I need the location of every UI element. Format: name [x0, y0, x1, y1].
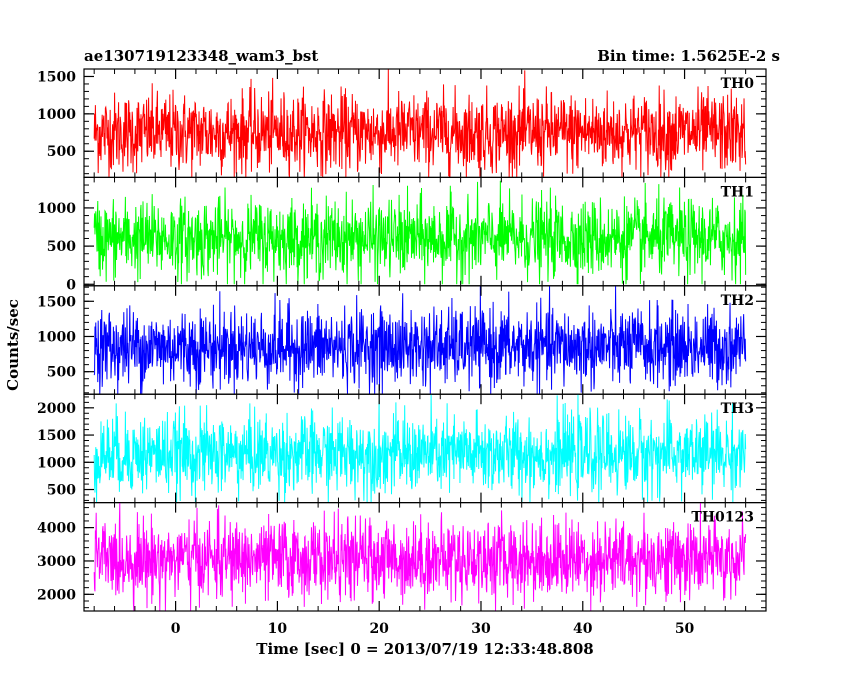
y-tick-label: 500	[47, 483, 76, 499]
y-axis-label: Counts/sec	[4, 299, 22, 391]
y-tick-label: 1000	[37, 329, 76, 345]
y-tick-label: 2000	[37, 401, 76, 417]
x-tick-label: 10	[268, 621, 288, 637]
x-tick-label: 50	[675, 621, 695, 637]
y-tick-label: 1500	[37, 69, 76, 85]
panel-label-th0: TH0	[721, 76, 755, 92]
series-line-th0123	[93, 502, 747, 612]
x-tick-label: 30	[471, 621, 491, 637]
series-line-th2	[93, 285, 747, 395]
series-line-th0	[93, 68, 747, 179]
y-tick-label: 0	[66, 277, 76, 293]
panel-label-th3: TH3	[721, 401, 754, 417]
y-tick-label: 1000	[37, 107, 76, 123]
panel-label-th2: TH2	[721, 293, 754, 309]
series-line-th1	[93, 180, 747, 285]
y-tick-label: 2000	[37, 587, 76, 603]
y-tick-label: 500	[47, 239, 76, 255]
panel-frame	[83, 502, 767, 612]
y-tick-label: 1500	[37, 428, 76, 444]
x-tick-label: 20	[369, 621, 389, 637]
y-tick-label: 1000	[37, 201, 76, 217]
chart-title-left: ae130719123348_wam3_bst	[84, 47, 318, 65]
y-tick-label: 500	[47, 365, 76, 381]
panel-label-th0123: TH0123	[691, 510, 754, 526]
y-tick-label: 4000	[37, 521, 76, 537]
y-tick-label: 1500	[37, 294, 76, 310]
y-tick-label: 1000	[37, 455, 76, 471]
chart-title-right: Bin time: 1.5625E-2 s	[597, 47, 780, 65]
series-line-th3	[93, 394, 747, 503]
x-tick-label: 0	[171, 621, 181, 637]
panel-label-th1: TH1	[721, 184, 754, 200]
y-tick-label: 500	[47, 144, 76, 160]
x-axis-label: Time [sec] 0 = 2013/07/19 12:33:48.808	[256, 640, 593, 658]
y-tick-label: 3000	[37, 554, 76, 570]
x-tick-label: 40	[573, 621, 593, 637]
